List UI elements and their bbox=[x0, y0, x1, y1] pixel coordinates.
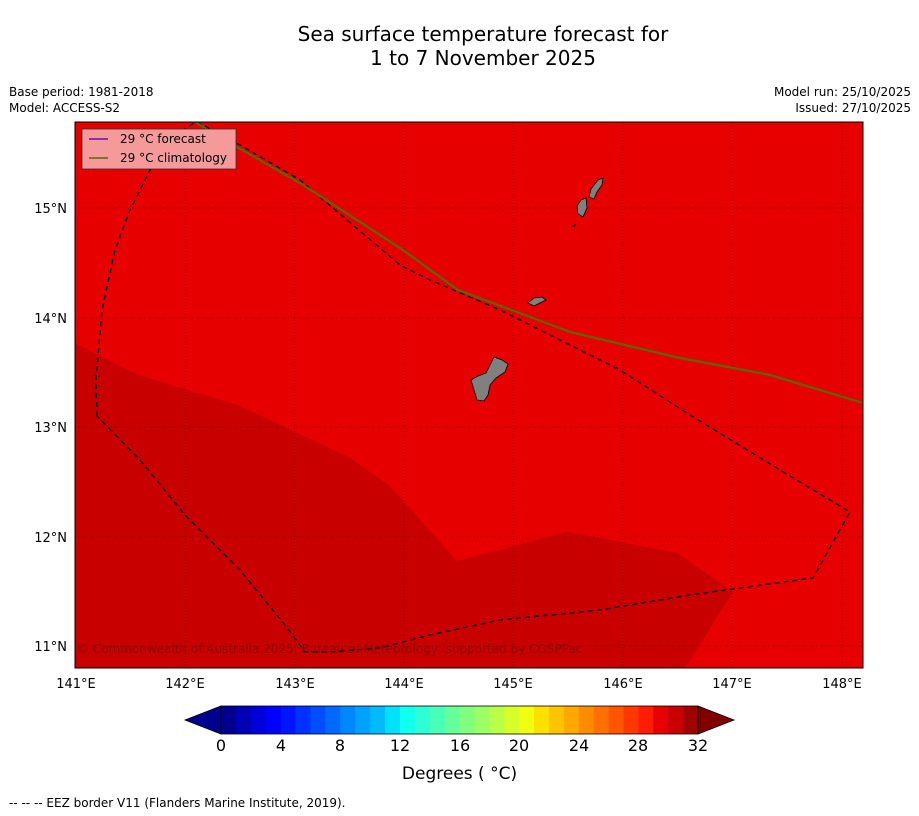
colorbar-cell bbox=[623, 706, 639, 734]
colorbar-cell bbox=[534, 706, 550, 734]
colorbar-tick-8: 8 bbox=[335, 736, 345, 755]
lat-label-11: 11°N bbox=[34, 640, 67, 655]
colorbar-cell bbox=[429, 706, 445, 734]
colorbar: 0 4 8 12 16 20 24 28 32 bbox=[183, 705, 736, 755]
eez-border bbox=[95, 122, 851, 653]
colorbar-cell bbox=[310, 706, 326, 734]
colorbar-cell bbox=[295, 706, 311, 734]
colorbar-cell bbox=[280, 706, 296, 734]
colorbar-cell bbox=[519, 706, 535, 734]
map-frame bbox=[74, 121, 864, 669]
colorbar-cell bbox=[683, 706, 699, 734]
lon-label-143: 143°E bbox=[275, 677, 315, 692]
colorbar-ticks: 0 4 8 12 16 20 24 28 32 bbox=[216, 736, 708, 755]
colorbar-cell bbox=[459, 706, 475, 734]
title-line-2: 1 to 7 November 2025 bbox=[370, 46, 596, 70]
base-info: Base period: 1981-2018 Model: ACCESS-S2 bbox=[9, 84, 154, 116]
colorbar-cell bbox=[265, 706, 282, 734]
lat-label-13: 13°N bbox=[34, 421, 67, 436]
colorbar-cell bbox=[235, 706, 252, 734]
colorbar-cell bbox=[444, 706, 460, 734]
gridlines bbox=[75, 122, 863, 668]
lat-label-14: 14°N bbox=[34, 312, 67, 327]
colorbar-tick-4: 4 bbox=[276, 736, 286, 755]
sst-region-30-31 bbox=[75, 343, 733, 668]
sst-map: © Commonwealth of Australia 2025, Bureau… bbox=[34, 121, 864, 755]
longitude-labels: 141°E 142°E 143°E 144°E 145°E 146°E 147°… bbox=[56, 677, 862, 692]
colorbar-over-arrow bbox=[697, 705, 736, 735]
colorbar-cell bbox=[340, 706, 356, 734]
copyright-text: © Commonwealth of Australia 2025, Bureau… bbox=[77, 642, 582, 656]
colorbar-cell bbox=[474, 706, 490, 734]
lon-label-141: 141°E bbox=[56, 677, 96, 692]
colorbar-cell bbox=[250, 706, 267, 734]
colorbar-cell bbox=[638, 706, 654, 734]
map-legend: 29 °C forecast 29 °C climatology bbox=[81, 128, 237, 170]
title-line-1: Sea surface temperature forecast for bbox=[297, 22, 669, 46]
colorbar-tick-32: 32 bbox=[688, 736, 708, 755]
colorbar-label: Degrees ( °C) bbox=[401, 764, 518, 784]
lon-label-144: 144°E bbox=[384, 677, 424, 692]
colorbar-cell bbox=[399, 706, 416, 734]
run-info: Model run: 25/10/2025 Issued: 27/10/2025 bbox=[774, 84, 911, 116]
colorbar-cell bbox=[504, 706, 520, 734]
colorbar-tick-24: 24 bbox=[569, 736, 589, 755]
model-run: Model run: 25/10/2025 bbox=[773, 85, 911, 99]
colorbar-tick-16: 16 bbox=[450, 736, 470, 755]
colorbar-cell bbox=[608, 706, 624, 734]
lon-label-147: 147°E bbox=[712, 677, 752, 692]
lon-label-142: 142°E bbox=[165, 677, 205, 692]
issued-date: Issued: 27/10/2025 bbox=[795, 101, 911, 115]
legend-forecast-label: 29 °C forecast bbox=[120, 132, 206, 146]
legend-climatology-label: 29 °C climatology bbox=[120, 151, 227, 165]
colorbar-cell bbox=[668, 706, 684, 734]
island-guam bbox=[470, 356, 509, 402]
base-period: Base period: 1981-2018 bbox=[9, 85, 154, 99]
colorbar-under-arrow bbox=[183, 705, 222, 735]
latitude-labels: 15°N 14°N 13°N 12°N 11°N bbox=[34, 202, 67, 655]
colorbar-cell bbox=[563, 706, 580, 734]
chart-title: Sea surface temperature forecast for 1 t… bbox=[0, 22, 919, 70]
contour-29-climatology bbox=[194, 122, 863, 405]
colorbar-cell bbox=[489, 706, 505, 734]
island-aguijan bbox=[570, 224, 576, 228]
land-masses bbox=[470, 177, 604, 402]
colorbar-tick-12: 12 bbox=[390, 736, 410, 755]
colorbar-cell bbox=[325, 706, 341, 734]
colorbar-cell bbox=[578, 706, 595, 734]
lat-label-15: 15°N bbox=[34, 202, 67, 217]
lon-label-148: 148°E bbox=[822, 677, 862, 692]
lat-label-12: 12°N bbox=[34, 531, 67, 546]
colorbar-cell bbox=[653, 706, 669, 734]
colorbar-cell bbox=[548, 706, 565, 734]
colorbar-frame bbox=[220, 705, 699, 735]
colorbar-cell bbox=[384, 706, 401, 734]
island-rota bbox=[527, 296, 547, 307]
lon-label-146: 146°E bbox=[603, 677, 643, 692]
colorbar-cell bbox=[355, 706, 371, 734]
colorbar-cell bbox=[414, 706, 431, 734]
colorbar-cell bbox=[593, 706, 609, 734]
island-tinian bbox=[576, 197, 588, 218]
colorbar-tick-20: 20 bbox=[509, 736, 529, 755]
eez-footnote: -- -- -- EEZ border V11 (Flanders Marine… bbox=[9, 796, 346, 810]
colorbar-cell bbox=[221, 706, 237, 734]
colorbar-tick-0: 0 bbox=[216, 736, 226, 755]
island-saipan bbox=[588, 177, 604, 200]
colorbar-cell bbox=[370, 706, 386, 734]
colorbar-tick-28: 28 bbox=[628, 736, 648, 755]
lon-label-145: 145°E bbox=[493, 677, 533, 692]
model-name: Model: ACCESS-S2 bbox=[9, 101, 121, 115]
